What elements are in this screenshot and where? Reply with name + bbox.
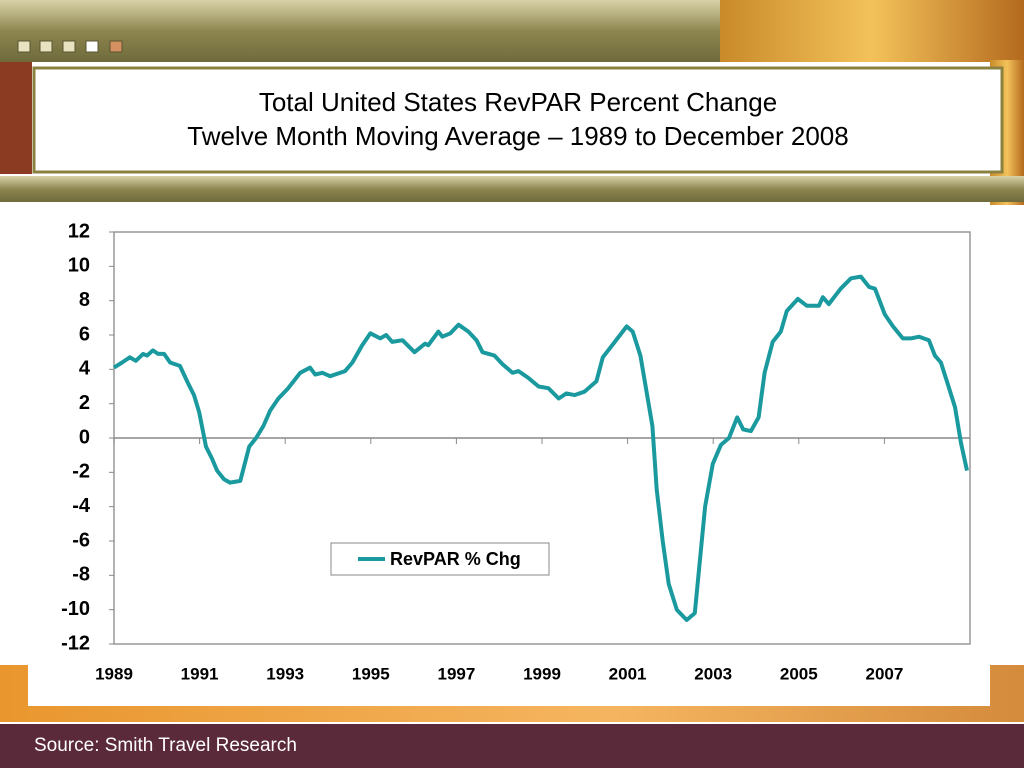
left-image: [0, 62, 32, 174]
x-tick-label: 2003: [694, 664, 732, 683]
y-tick-label: 2: [79, 392, 90, 414]
title-box: [32, 66, 1004, 174]
y-tick-label: 8: [79, 289, 90, 311]
x-tick-label: 1989: [95, 664, 133, 683]
x-tick-label: 1999: [523, 664, 561, 683]
source-note: Source: Smith Travel Research: [34, 735, 297, 756]
chart-panel: [28, 203, 990, 706]
y-tick-label: -10: [61, 598, 90, 620]
y-tick-label: -4: [72, 495, 91, 517]
x-tick-label: 2007: [865, 664, 903, 683]
y-tick-label: 6: [79, 323, 90, 345]
series-line: [112, 274, 969, 622]
y-tick-label: 0: [79, 426, 90, 448]
y-tick-label: -8: [72, 564, 90, 586]
x-tick-label: 1993: [266, 664, 304, 683]
y-tick-label: 4: [79, 358, 91, 380]
x-tick-label: 2001: [609, 664, 647, 683]
x-tick-label: 1991: [181, 664, 219, 683]
x-tick-label: 1997: [437, 664, 475, 683]
y-tick-label: -12: [61, 632, 90, 654]
legend-label: RevPAR % Chg: [390, 549, 521, 569]
x-tick-label: 1995: [352, 664, 390, 683]
header-image: [720, 0, 1024, 62]
chart-title: Total United States RevPAR Percent Chang…: [259, 87, 777, 117]
x-tick-label: 2005: [780, 664, 818, 683]
chart-subtitle: Twelve Month Moving Average – 1989 to De…: [187, 121, 848, 151]
y-tick-label: -2: [72, 461, 90, 483]
title-underband: [0, 176, 1024, 202]
header-squares: [17, 40, 123, 53]
footer-band: [0, 724, 1024, 768]
y-tick-label: 12: [68, 220, 90, 242]
y-tick-label: 10: [68, 255, 90, 277]
y-tick-label: -6: [72, 529, 90, 551]
